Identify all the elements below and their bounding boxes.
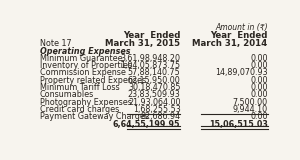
Text: March 31, 2015: March 31, 2015 [106,39,181,48]
Text: 3,61,98,948.20: 3,61,98,948.20 [121,54,181,63]
Text: Commission Expense: Commission Expense [40,68,126,77]
Text: 1,68,255.53: 1,68,255.53 [133,105,181,114]
Text: Payment Gateway Charges: Payment Gateway Charges [40,112,149,121]
Text: Inventory of Properties: Inventory of Properties [40,61,132,70]
Text: Year  Ended: Year Ended [210,32,268,40]
Text: 15,06,515.03: 15,06,515.03 [209,120,268,129]
Text: Note 17: Note 17 [40,39,71,48]
Text: 1,04,05,873.75: 1,04,05,873.75 [120,61,181,70]
Text: 6,64,55,199.95: 6,64,55,199.95 [113,120,181,129]
Text: 14,89,070.93: 14,89,070.93 [215,68,268,77]
Text: 9,944.10: 9,944.10 [232,105,268,114]
Text: Year  Ended: Year Ended [123,32,181,40]
Text: 0.00: 0.00 [250,112,268,121]
Text: 30,18,470.85: 30,18,470.85 [128,83,181,92]
Text: Amount in (₹): Amount in (₹) [215,23,268,32]
Text: Minimum Tariff Loss: Minimum Tariff Loss [40,83,119,92]
Text: 82,686.94: 82,686.94 [140,112,181,121]
Text: 57,88,140.75: 57,88,140.75 [128,68,181,77]
Text: 21,93,064.00: 21,93,064.00 [128,98,181,107]
Text: Photography Expenses: Photography Expenses [40,98,132,107]
Text: 0.00: 0.00 [250,83,268,92]
Text: 0.00: 0.00 [250,76,268,85]
Text: March 31, 2014: March 31, 2014 [192,39,268,48]
Text: Minimum Guarantee: Minimum Guarantee [40,54,122,63]
Text: 0.00: 0.00 [250,61,268,70]
Text: Property related Expenses: Property related Expenses [40,76,146,85]
Text: 7,500.00: 7,500.00 [232,98,268,107]
Text: 62,15,950.00: 62,15,950.00 [128,76,181,85]
Text: Consumables: Consumables [40,90,94,99]
Text: Credit card charges: Credit card charges [40,105,119,114]
Text: 23,83,509.93: 23,83,509.93 [128,90,181,99]
Text: 0.00: 0.00 [250,54,268,63]
Text: Operating Expenses: Operating Expenses [40,47,130,56]
Text: 0.00: 0.00 [250,90,268,99]
